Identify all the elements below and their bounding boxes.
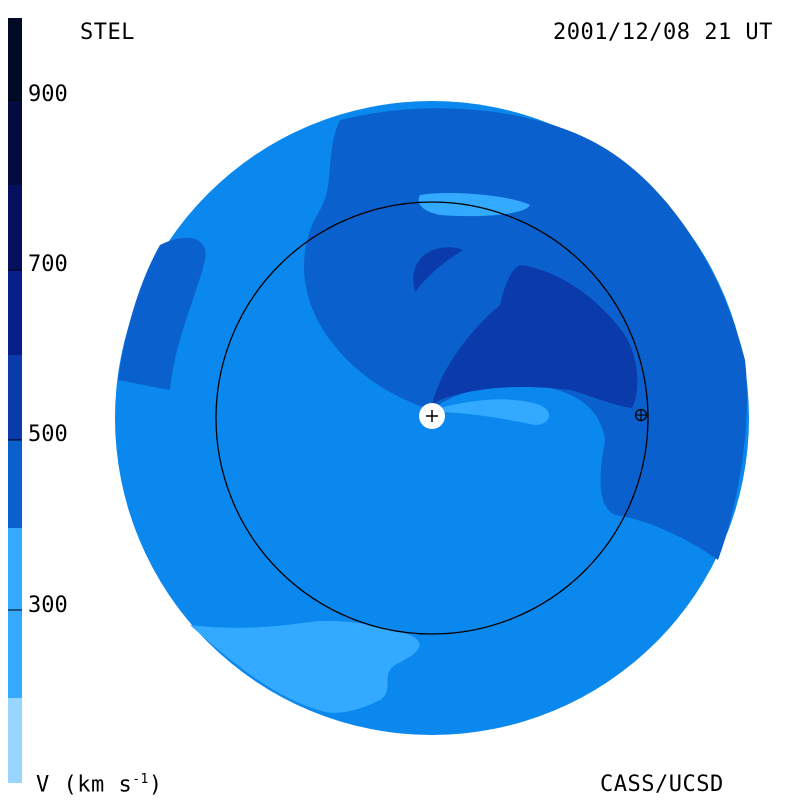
slow-wind-streamer <box>440 399 550 425</box>
fast-wind-patch <box>413 247 463 292</box>
velocity-units-prefix: V (km s <box>36 772 133 798</box>
colorbar-segment-5 <box>8 185 22 270</box>
medium-wind-region-left <box>118 237 206 390</box>
colorbar-label-700: 700 <box>28 252 68 277</box>
slow-wind-region-bottom <box>190 620 420 713</box>
colorbar-label-900: 900 <box>28 82 68 107</box>
earth-orbit <box>215 201 649 635</box>
observatory-label: STEL <box>80 20 135 45</box>
velocity-units-exponent: -1 <box>132 772 149 787</box>
velocity-units-suffix: ) <box>148 772 163 798</box>
colorbar-segment-0 <box>8 698 22 783</box>
colorbar-segment-2 <box>8 440 22 528</box>
credit-label: CASS/UCSD <box>600 772 724 797</box>
colorbar-segment-7 <box>8 18 22 100</box>
colorbar-label-300: 300 <box>28 593 68 618</box>
timestamp-label: 2001/12/08 21 UT <box>553 20 773 45</box>
colorbar <box>8 18 22 783</box>
colorbar-segment-6 <box>8 100 22 185</box>
earth-icon <box>634 408 648 422</box>
colorbar-segment-3 <box>8 355 22 440</box>
velocity-units-label: V (km s-1) <box>36 772 163 797</box>
colorbar-segment-4 <box>8 270 22 355</box>
colorbar-label-500: 500 <box>28 422 68 447</box>
slow-wind-strip-top <box>418 193 530 217</box>
fast-wind-region <box>432 265 638 408</box>
colorbar-segment-1 <box>8 528 22 698</box>
